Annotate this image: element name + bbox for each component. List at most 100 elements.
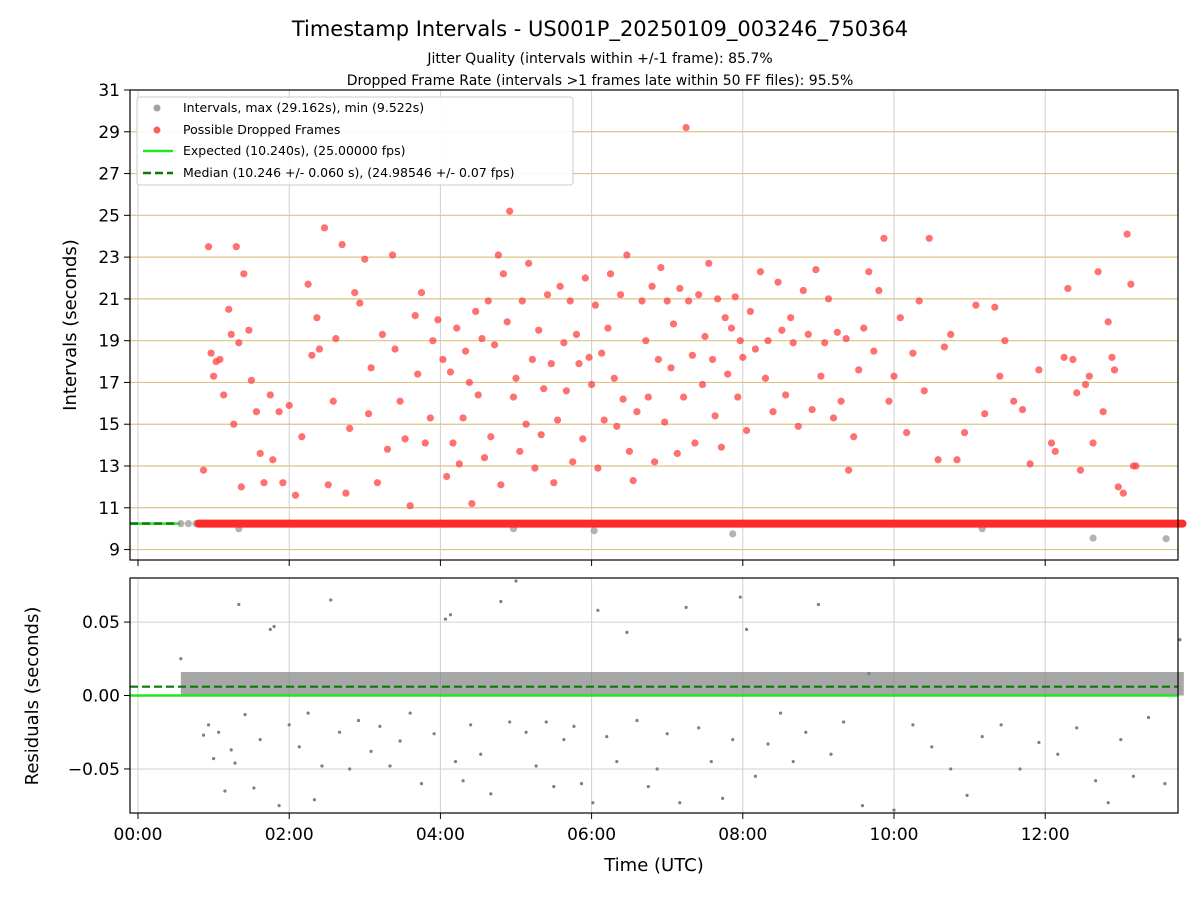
dropped-frame-point-102 bbox=[581, 274, 589, 282]
dropped-frame-point-47 bbox=[396, 397, 404, 405]
residual-point-74 bbox=[867, 671, 871, 676]
chart-title: Timestamp Intervals - US001P_20250109_00… bbox=[291, 17, 908, 42]
residual-point-92 bbox=[1178, 638, 1182, 642]
dropped-frame-point-103 bbox=[585, 353, 593, 361]
dropped-frame-point-196 bbox=[960, 428, 969, 437]
dropped-frame-point-34 bbox=[338, 240, 346, 249]
residual-point-82 bbox=[1018, 767, 1022, 771]
dropped-frame-point-75 bbox=[497, 481, 505, 489]
dropped-frame-point-84 bbox=[525, 259, 533, 267]
dropped-frame-point-91 bbox=[547, 360, 555, 368]
x-tick-label-0200: 02:00 bbox=[265, 825, 314, 845]
dropped-frame-point-204 bbox=[1026, 460, 1034, 468]
dropped-frame-point-191 bbox=[925, 234, 933, 242]
dropped-frame-point-171 bbox=[824, 295, 833, 303]
dropped-frame-point-42 bbox=[373, 479, 381, 487]
residual-point-88 bbox=[1119, 737, 1123, 742]
dropped-frame-point-106 bbox=[594, 464, 602, 472]
dropped-frame-point-133 bbox=[682, 124, 690, 132]
dropped-frame-point-132 bbox=[679, 393, 688, 401]
dropped-frame-point-208 bbox=[1060, 353, 1068, 361]
residual-point-47 bbox=[579, 782, 584, 786]
intervals-grid bbox=[130, 90, 1178, 560]
residual-point-63 bbox=[738, 595, 742, 599]
residual-point-14 bbox=[277, 804, 281, 808]
residual-point-33 bbox=[453, 759, 458, 764]
residual-point-81 bbox=[999, 723, 1003, 727]
residual-point-73 bbox=[860, 804, 865, 808]
dropped-frame-point-222 bbox=[1119, 489, 1127, 497]
residual-point-27 bbox=[398, 739, 402, 743]
dropped-frame-point-123 bbox=[651, 458, 659, 466]
residual-point-29 bbox=[419, 782, 424, 786]
dropped-frame-point-214 bbox=[1085, 372, 1093, 380]
dropped-frame-point-159 bbox=[774, 278, 782, 286]
residual-point-71 bbox=[829, 752, 833, 756]
dropped-frame-point-168 bbox=[812, 266, 820, 274]
dropped-frame-point-224 bbox=[1127, 280, 1135, 288]
dropped-frame-point-170 bbox=[821, 339, 829, 347]
dropped-frame-point-19 bbox=[266, 391, 274, 399]
dropped-frame-point-63 bbox=[459, 414, 467, 422]
interval-point-1 bbox=[184, 520, 192, 528]
dropped-frame-point-129 bbox=[669, 320, 678, 328]
dropped-frame-point-89 bbox=[540, 385, 548, 393]
residuals-y-ticks: 0.05 0.00 −0.05 bbox=[68, 613, 130, 780]
chart-subtitle-line-2: Dropped Frame Rate (intervals >1 frames … bbox=[347, 73, 854, 89]
residual-point-60 bbox=[709, 759, 713, 764]
dropped-frame-point-50 bbox=[411, 312, 419, 320]
residual-point-77 bbox=[930, 745, 934, 749]
intervals-y-tick-label-9: 9 bbox=[109, 541, 120, 561]
dropped-frame-point-23 bbox=[285, 401, 293, 410]
residual-point-39 bbox=[508, 720, 512, 724]
dropped-frame-point-212 bbox=[1076, 466, 1085, 474]
residual-point-0 bbox=[179, 657, 183, 661]
dropped-frame-point-96 bbox=[562, 387, 571, 395]
dropped-frame-point-162 bbox=[787, 314, 795, 322]
residual-point-52 bbox=[625, 630, 629, 634]
legend: Intervals, max (29.162s), min (9.522s) P… bbox=[136, 96, 574, 186]
dropped-frame-point-185 bbox=[890, 372, 898, 380]
dropped-frame-point-37 bbox=[351, 289, 359, 297]
dropped-frame-point-78 bbox=[506, 207, 514, 215]
dropped-frame-point-110 bbox=[606, 270, 615, 278]
dropped-frame-point-68 bbox=[474, 391, 482, 399]
residual-point-40 bbox=[514, 579, 518, 583]
dropped-frame-point-57 bbox=[439, 355, 447, 364]
residual-point-12 bbox=[268, 627, 272, 632]
dropped-frame-point-97 bbox=[566, 297, 574, 305]
legend-box bbox=[136, 96, 574, 186]
dropped-frame-point-48 bbox=[401, 435, 409, 443]
dropped-frame-point-59 bbox=[446, 368, 455, 376]
dropped-frame-point-54 bbox=[426, 414, 434, 422]
dropped-frame-point-43 bbox=[378, 330, 387, 338]
dropped-frame-point-143 bbox=[714, 295, 722, 303]
residuals-panel: 0.05 0.00 −0.05 00:00 02:00 04:00 06:00 08:00 1… bbox=[22, 577, 1184, 876]
intervals-y-tick-label-17: 17 bbox=[98, 373, 120, 393]
residual-point-64 bbox=[744, 627, 749, 632]
residual-point-6 bbox=[229, 748, 233, 752]
dropped-frame-point-21 bbox=[275, 408, 283, 416]
dropped-frame-point-83 bbox=[522, 420, 530, 428]
dropped-frame-point-153 bbox=[746, 307, 754, 316]
dropped-frame-point-176 bbox=[845, 466, 853, 474]
intervals-y-tick-label-31: 31 bbox=[98, 81, 120, 101]
dropped-frame-point-72 bbox=[487, 433, 495, 441]
residual-point-17 bbox=[306, 711, 310, 715]
dropped-frame-point-213 bbox=[1081, 380, 1090, 389]
dropped-frame-point-64 bbox=[462, 347, 470, 355]
dropped-frame-point-122 bbox=[648, 282, 656, 290]
dropped-frame-point-199 bbox=[991, 303, 999, 311]
dropped-frame-point-169 bbox=[817, 372, 825, 380]
dropped-frame-point-108 bbox=[600, 416, 608, 424]
dropped-frame-point-32 bbox=[329, 397, 337, 405]
residual-point-75 bbox=[892, 808, 896, 812]
interval-point-9 bbox=[1162, 535, 1170, 543]
dropped-frame-point-94 bbox=[556, 282, 564, 290]
residual-point-21 bbox=[338, 730, 342, 734]
dropped-frame-point-216 bbox=[1094, 268, 1102, 276]
dropped-frame-point-210 bbox=[1069, 355, 1077, 364]
dropped-frame-point-192 bbox=[934, 456, 942, 464]
dropped-frame-point-125 bbox=[657, 263, 665, 272]
intervals-y-tick-label-29: 29 bbox=[98, 123, 120, 143]
